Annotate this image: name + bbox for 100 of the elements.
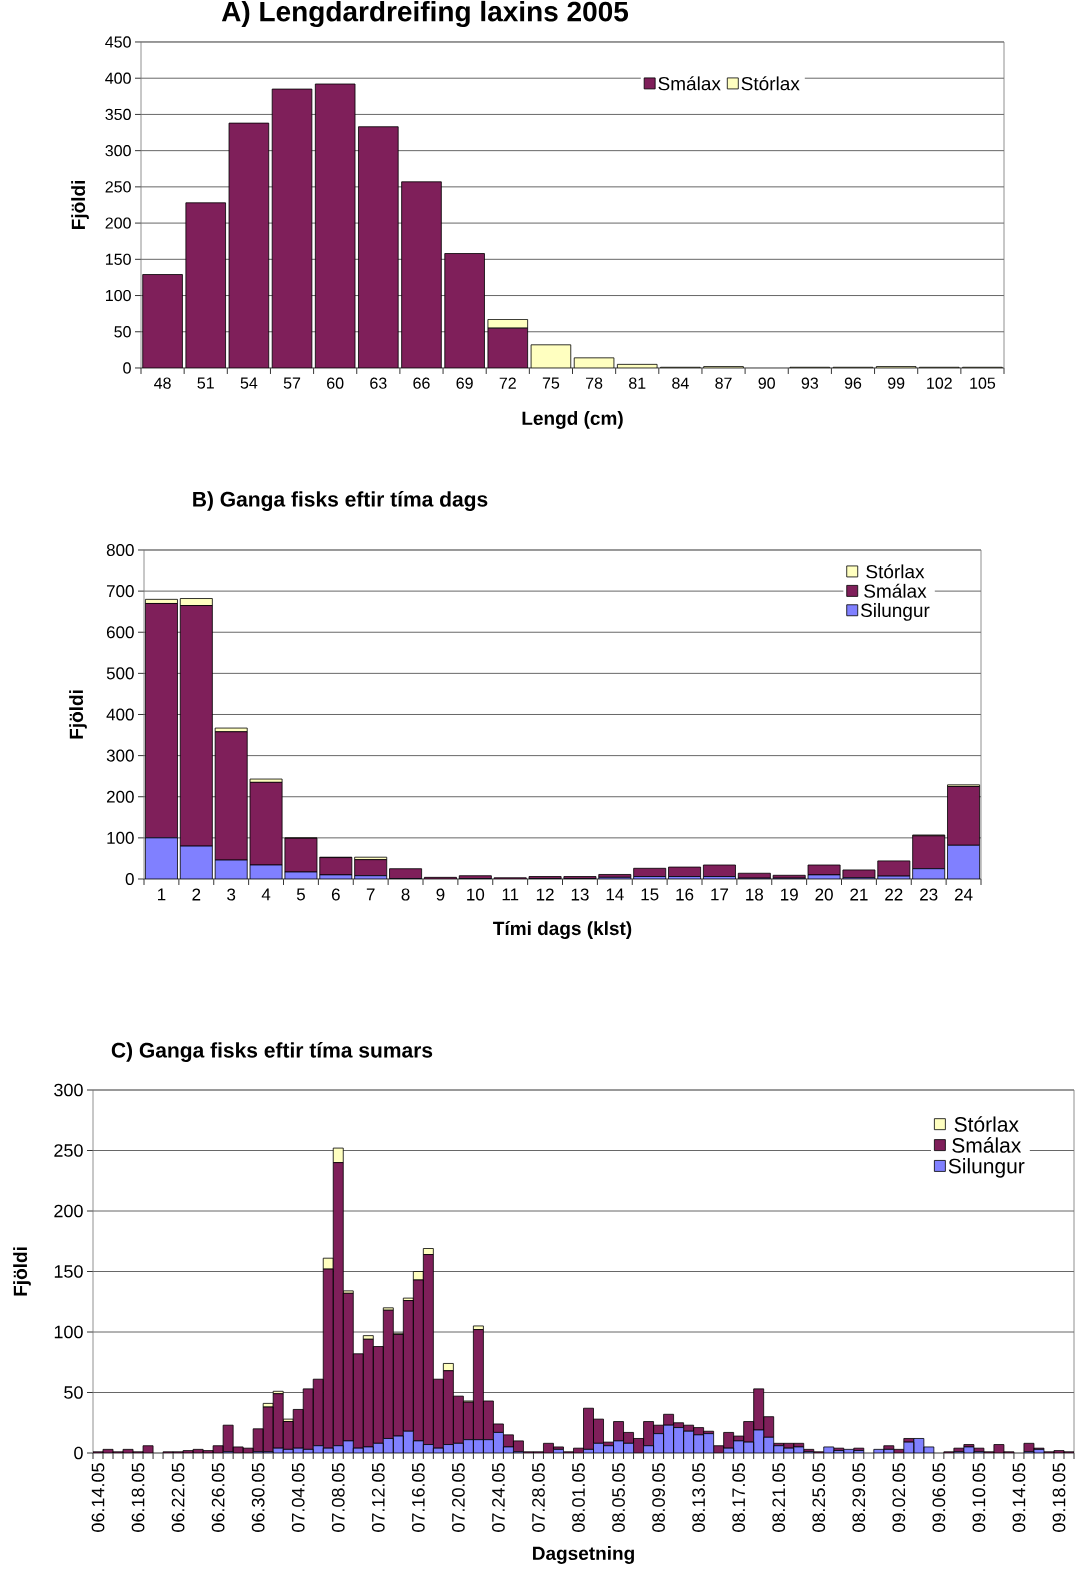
x-tick-label: 06.18.05	[131, 1463, 145, 1532]
x-tick-label: 24	[954, 888, 973, 901]
x-tick-label: 07.04.05	[291, 1463, 305, 1532]
y-axis-title: Fjöldi	[71, 180, 89, 230]
x-tick-label: 06.26.05	[211, 1463, 225, 1532]
x-tick-label: 08.29.05	[852, 1463, 866, 1532]
chart-title: B) Ganga fisks eftir tíma dags	[193, 491, 488, 511]
x-tick-label: 07.20.05	[452, 1463, 465, 1532]
chart-title: C) Ganga fisks eftir tíma sumars	[111, 1042, 433, 1062]
x-axis-title: Lengd (cm)	[522, 411, 623, 429]
legend-label: Stórlax	[954, 1116, 1019, 1132]
x-tick-label: 96	[844, 377, 862, 389]
x-tick-label: 69	[456, 377, 473, 389]
x-tick-label: 08.01.05	[572, 1463, 585, 1532]
x-tick-label: 87	[715, 377, 732, 389]
x-tick-label: 20	[815, 888, 833, 901]
x-tick-label: 12	[536, 888, 554, 901]
x-tick-label: 06.22.05	[171, 1463, 185, 1532]
x-tick-label: 11	[502, 888, 519, 901]
chart-title: A) Lengdardreifing laxins 2005	[221, 0, 629, 28]
y-tick-label: 600	[106, 626, 134, 639]
x-tick-label: 2	[192, 888, 201, 901]
y-tick-label: 250	[54, 1144, 83, 1157]
x-tick-label: 07.28.05	[532, 1463, 545, 1532]
y-tick-label: 50	[114, 326, 131, 338]
x-tick-label: 90	[758, 377, 775, 389]
x-tick-label: 07.16.05	[411, 1463, 425, 1532]
x-tick-label: 51	[197, 377, 214, 389]
y-tick-label: 150	[54, 1265, 83, 1278]
x-axis-title: Dagsetning	[533, 1546, 634, 1564]
x-tick-label: 09.02.05	[892, 1463, 906, 1532]
y-tick-label: 50	[64, 1386, 83, 1399]
x-tick-label: 5	[296, 888, 305, 901]
y-tick-label: 300	[105, 144, 131, 157]
x-tick-label: 13	[571, 888, 589, 901]
x-tick-label: 19	[781, 888, 798, 901]
x-tick-label: 9	[436, 888, 445, 901]
x-tick-label: 07.12.05	[371, 1463, 385, 1532]
x-tick-label: 09.18.05	[1052, 1463, 1066, 1532]
x-tick-label: 23	[920, 888, 938, 901]
x-tick-label: 75	[542, 377, 560, 389]
x-tick-label: 8	[401, 888, 410, 901]
x-tick-label: 66	[413, 377, 430, 389]
x-tick-label: 18	[746, 888, 764, 901]
y-tick-label: 350	[105, 108, 131, 121]
x-tick-label: 10	[467, 888, 485, 901]
x-tick-label: 4	[261, 888, 271, 901]
x-tick-label: 3	[227, 888, 236, 901]
x-tick-label: 102	[927, 377, 952, 389]
x-tick-label: 08.21.05	[772, 1463, 786, 1532]
y-tick-label: 450	[105, 36, 131, 48]
x-tick-label: 09.10.05	[972, 1463, 986, 1532]
x-tick-label: 78	[586, 377, 603, 389]
x-axis-title: Tími dags (klst)	[493, 921, 632, 939]
x-tick-label: 93	[801, 377, 819, 389]
y-tick-label: 800	[106, 543, 134, 557]
x-tick-label: 17	[711, 888, 729, 901]
y-tick-label: 100	[106, 289, 131, 302]
x-tick-label: 7	[366, 888, 375, 901]
legend-label: Silungur	[860, 603, 930, 621]
x-tick-label: 06.30.05	[251, 1463, 265, 1532]
x-tick-label: 6	[331, 888, 340, 901]
y-tick-label: 500	[106, 667, 134, 680]
x-tick-label: 07.24.05	[492, 1463, 505, 1532]
x-tick-label: 15	[641, 888, 659, 901]
y-tick-label: 250	[105, 181, 131, 193]
x-tick-label: 14	[606, 888, 624, 901]
x-tick-label: 60	[327, 377, 344, 389]
y-tick-label: 0	[125, 872, 134, 886]
y-tick-label: 400	[106, 708, 134, 721]
x-tick-label: 08.05.05	[612, 1463, 625, 1532]
x-tick-label: 08.09.05	[652, 1463, 665, 1532]
y-axis-title: Fjöldi	[13, 1247, 31, 1296]
x-tick-label: 08.25.05	[812, 1463, 826, 1532]
y-tick-label: 200	[106, 790, 134, 803]
legend-label: Smálax	[658, 76, 721, 91]
x-tick-label: 63	[370, 377, 387, 389]
y-tick-label: 150	[106, 253, 131, 265]
y-axis-title: Fjöldi	[69, 690, 87, 739]
x-tick-label: 08.17.05	[732, 1463, 746, 1532]
y-tick-label: 400	[105, 72, 131, 84]
y-tick-label: 100	[54, 1325, 83, 1339]
x-tick-label: 1	[158, 888, 166, 901]
legend-label: Stórlax	[741, 76, 800, 91]
x-tick-label: 09.06.05	[932, 1463, 946, 1532]
legend-label: Smálax	[952, 1137, 1022, 1153]
x-tick-label: 22	[885, 888, 903, 901]
x-tick-label: 06.14.05	[91, 1463, 105, 1532]
legend-label: Stórlax	[866, 564, 925, 579]
y-tick-label: 0	[74, 1446, 83, 1460]
y-tick-label: 200	[54, 1204, 83, 1218]
x-tick-label: 08.13.05	[692, 1463, 705, 1532]
x-tick-label: 81	[629, 377, 646, 389]
x-tick-label: 09.14.05	[1012, 1463, 1026, 1532]
y-tick-label: 700	[106, 585, 134, 598]
y-tick-label: 300	[54, 1083, 83, 1097]
x-tick-label: 105	[970, 377, 996, 389]
y-tick-label: 200	[105, 217, 131, 229]
y-tick-label: 100	[107, 831, 134, 844]
x-tick-label: 57	[283, 377, 301, 389]
